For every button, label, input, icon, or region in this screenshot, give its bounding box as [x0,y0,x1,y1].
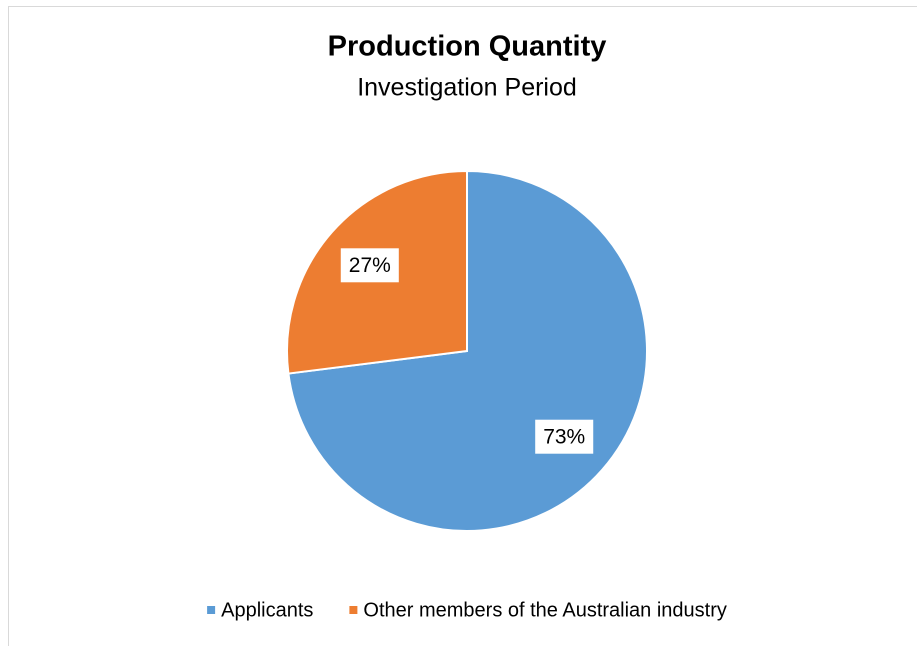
data-label-box [535,419,594,454]
legend-label: Other members of the Australian industry [363,599,727,621]
data-label: 27% [349,254,391,277]
legend-label: Applicants [221,599,313,621]
legend-marker [207,606,216,614]
legend-marker [349,606,358,614]
chart-title: Production Quantity [328,31,607,63]
data-label: 73% [543,425,585,448]
chart-subtitle: Investigation Period [357,74,577,102]
data-label-box [340,248,399,283]
